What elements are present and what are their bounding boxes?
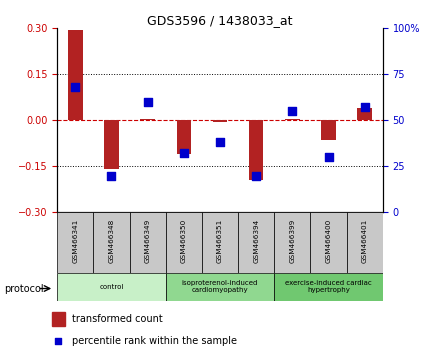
- Text: GSM466351: GSM466351: [217, 219, 223, 263]
- Text: percentile rank within the sample: percentile rank within the sample: [72, 336, 237, 346]
- Text: GSM466348: GSM466348: [109, 219, 114, 263]
- Text: transformed count: transformed count: [72, 314, 162, 324]
- Text: GSM466341: GSM466341: [72, 219, 78, 263]
- Text: control: control: [99, 284, 124, 290]
- Bar: [274, 212, 311, 273]
- Bar: [166, 212, 202, 273]
- Bar: [57, 273, 166, 301]
- Bar: [321, 120, 336, 140]
- Text: GSM466350: GSM466350: [181, 219, 187, 263]
- Bar: [202, 212, 238, 273]
- Bar: [140, 119, 155, 120]
- Point: [289, 108, 296, 114]
- Bar: [274, 273, 383, 301]
- Bar: [52, 312, 65, 326]
- Text: GSM466399: GSM466399: [290, 219, 295, 263]
- Text: GSM466400: GSM466400: [326, 219, 331, 263]
- Point: [361, 105, 368, 110]
- Point: [216, 139, 224, 145]
- Text: GSM466349: GSM466349: [145, 219, 150, 263]
- Point: [108, 173, 115, 178]
- Bar: [357, 108, 372, 120]
- Point: [253, 173, 260, 178]
- Text: GSM466394: GSM466394: [253, 219, 259, 263]
- Bar: [104, 120, 119, 170]
- Bar: [213, 120, 227, 122]
- Bar: [311, 212, 347, 273]
- Text: protocol: protocol: [4, 284, 44, 293]
- Point: [180, 151, 187, 156]
- Bar: [166, 273, 274, 301]
- Point: [144, 99, 151, 105]
- Title: GDS3596 / 1438033_at: GDS3596 / 1438033_at: [147, 14, 293, 27]
- Bar: [176, 120, 191, 154]
- Text: GSM466401: GSM466401: [362, 219, 368, 263]
- Text: isoproterenol-induced
cardiomyopathy: isoproterenol-induced cardiomyopathy: [182, 280, 258, 293]
- Point: [325, 154, 332, 160]
- Bar: [57, 212, 93, 273]
- Bar: [93, 212, 129, 273]
- Bar: [249, 120, 264, 180]
- Bar: [129, 212, 166, 273]
- Point: [72, 84, 79, 90]
- Point: [55, 338, 62, 344]
- Bar: [347, 212, 383, 273]
- Bar: [238, 212, 274, 273]
- Bar: [68, 30, 83, 120]
- Bar: [285, 119, 300, 120]
- Text: exercise-induced cardiac
hypertrophy: exercise-induced cardiac hypertrophy: [285, 280, 372, 293]
